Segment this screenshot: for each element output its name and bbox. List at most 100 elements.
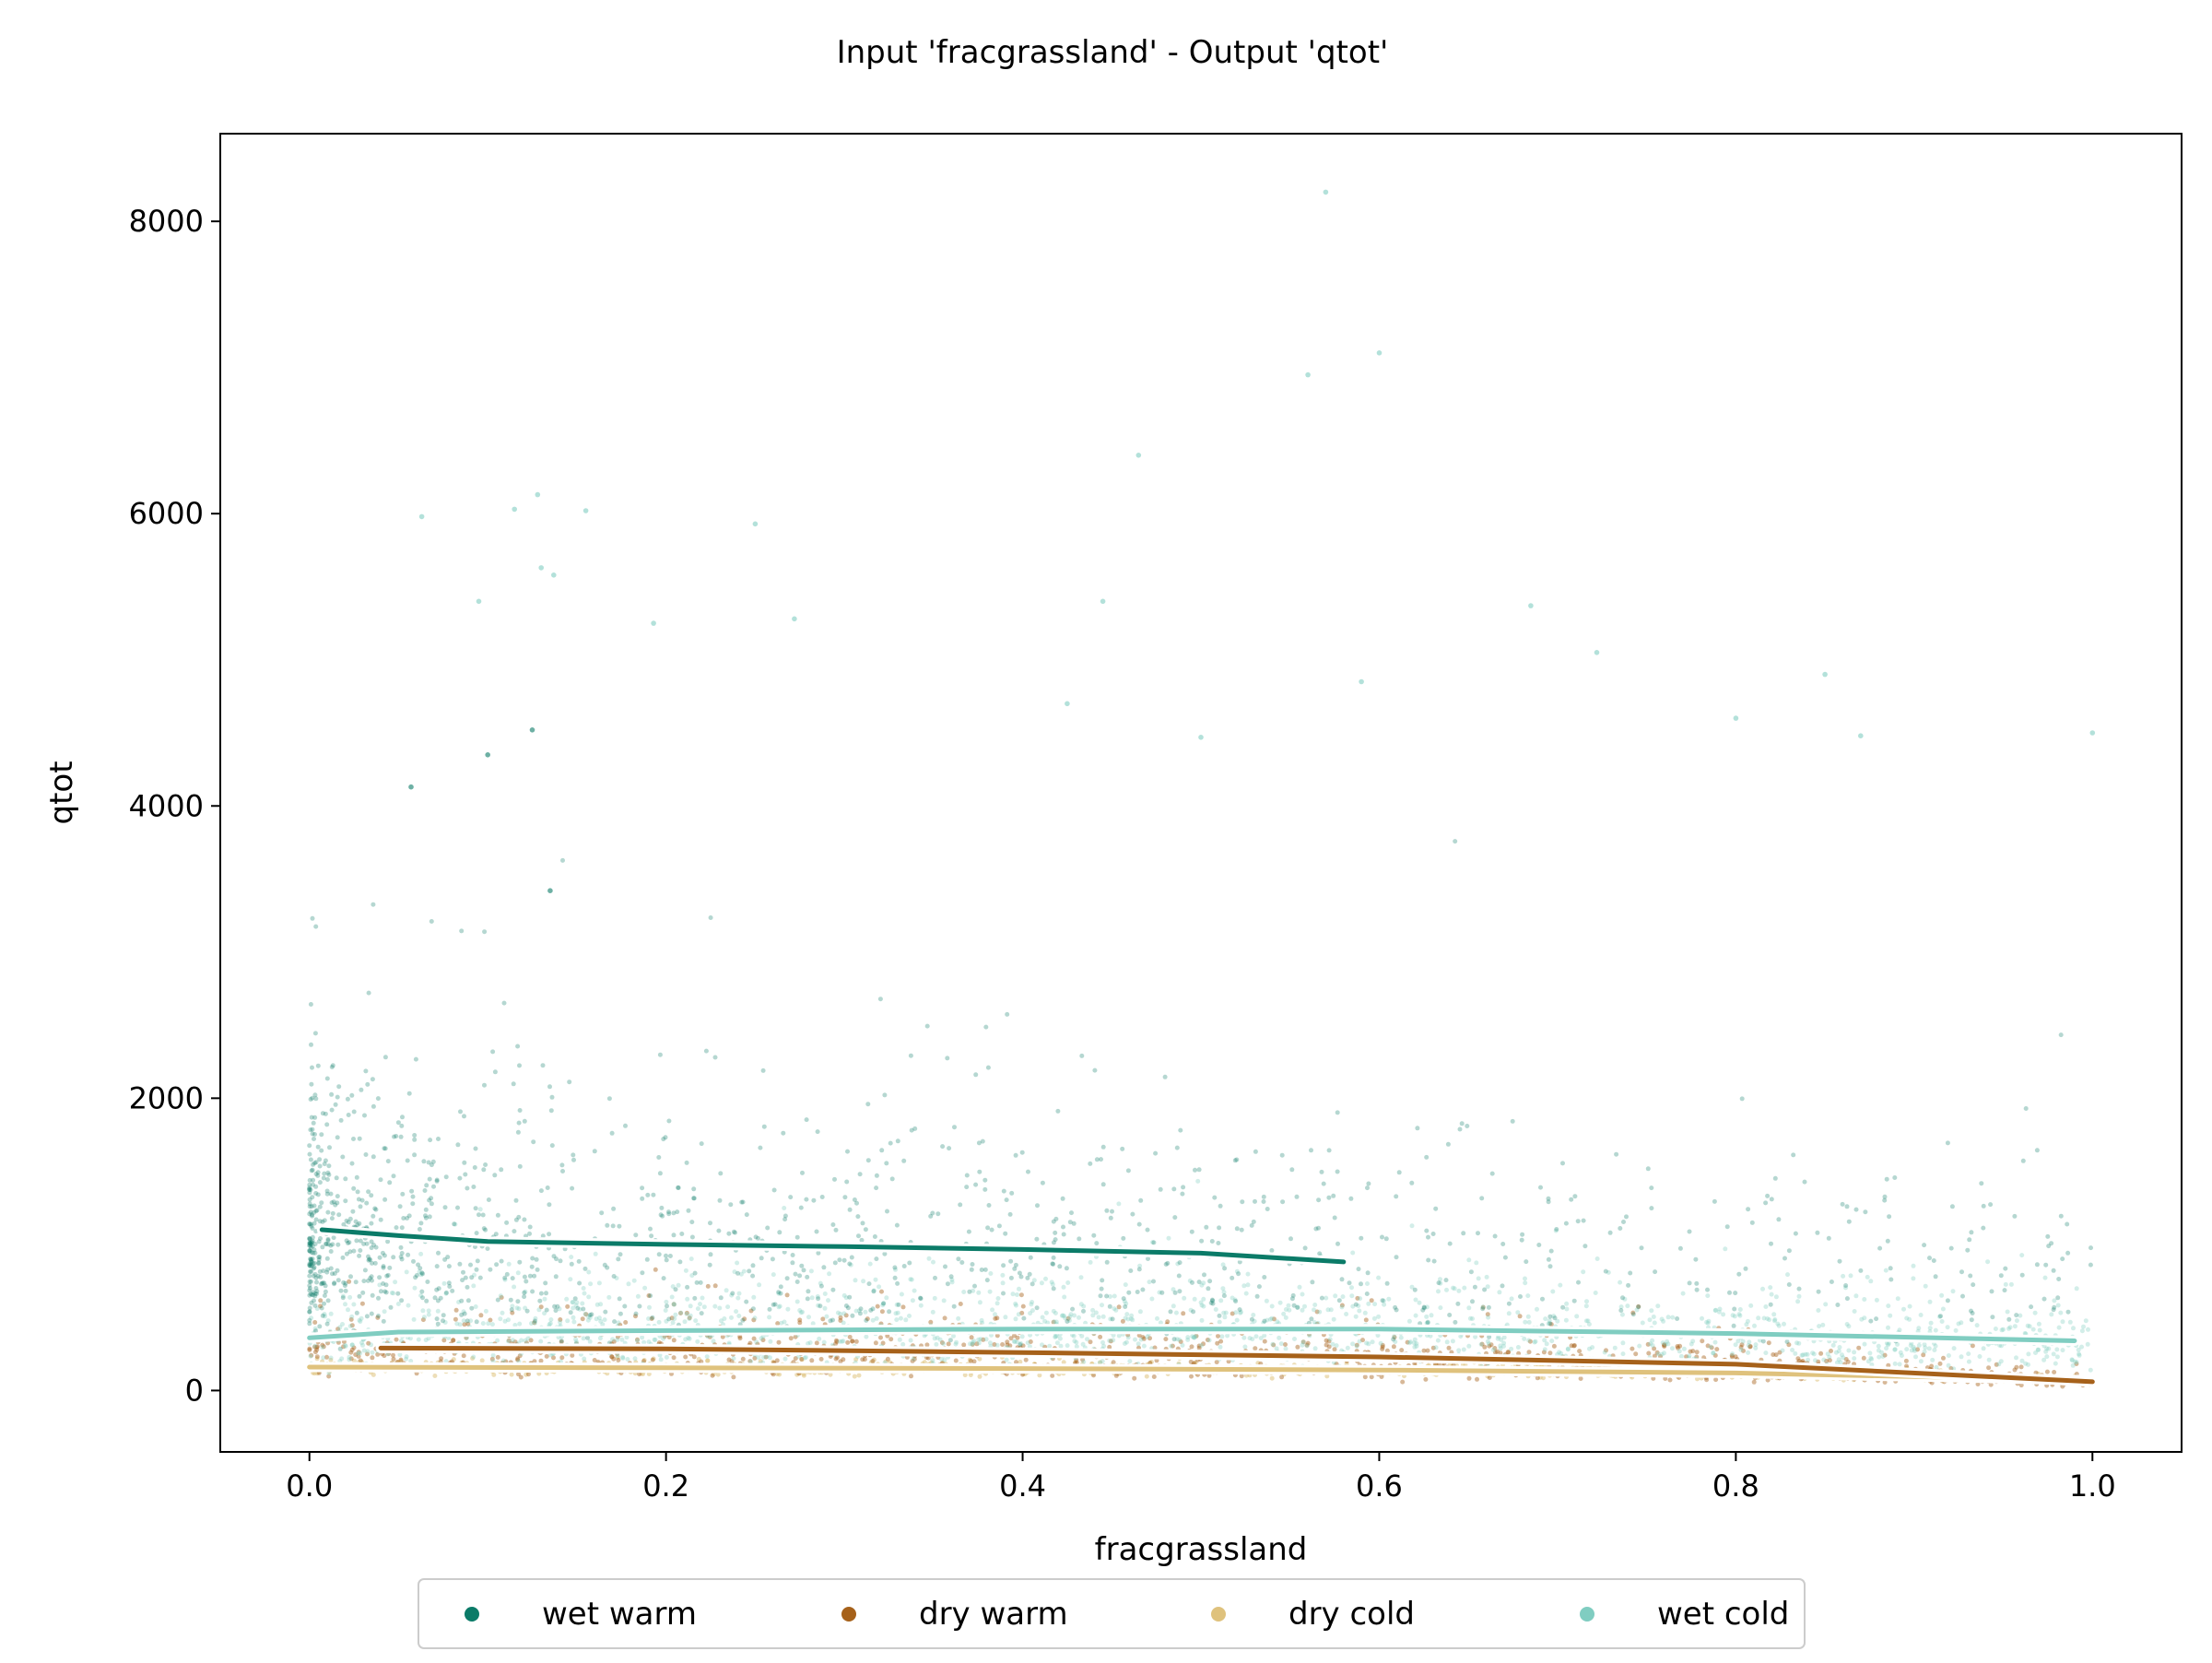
outlier-point [792, 616, 797, 622]
scatter-point [843, 1303, 849, 1308]
scatter-point [701, 1304, 707, 1310]
scatter-point [1939, 1319, 1945, 1324]
scatter-point [2051, 1268, 2056, 1273]
scatter-point [406, 1303, 411, 1308]
scatter-point [1484, 1274, 1489, 1280]
scatter-point [307, 1261, 312, 1267]
scatter-point [1424, 1228, 1430, 1233]
scatter-point [1130, 1317, 1135, 1323]
scatter-point [434, 1178, 440, 1184]
scatter-point [1189, 1229, 1194, 1234]
scatter-point [1383, 1236, 1389, 1242]
scatter-point [1001, 1188, 1006, 1194]
scatter-point [1927, 1299, 1933, 1304]
scatter-point [1353, 1302, 1359, 1307]
scatter-point [874, 1256, 879, 1262]
scatter-point [616, 1320, 621, 1326]
scatter-point [1277, 1335, 1282, 1340]
scatter-point [309, 1352, 314, 1358]
scatter-point [312, 1209, 317, 1215]
scatter-point [1941, 1355, 1946, 1361]
scatter-point [315, 1144, 321, 1150]
scatter-point [366, 1257, 371, 1263]
scatter-point [353, 1352, 359, 1357]
scatter-point [885, 1333, 890, 1339]
scatter-point [1687, 1353, 1692, 1359]
scatter-point [1050, 1281, 1055, 1287]
scatter-point [1335, 1241, 1340, 1246]
scatter-point [357, 1253, 362, 1258]
scatter-point [1489, 1171, 1495, 1176]
scatter-point [429, 1162, 434, 1168]
scatter-point [472, 1272, 477, 1278]
scatter-point [475, 1258, 480, 1264]
scatter-point [1210, 1301, 1216, 1306]
scatter-point [516, 1120, 522, 1126]
scatter-point [832, 1176, 837, 1182]
scatter-point [1233, 1310, 1239, 1315]
scatter-point [1291, 1303, 1297, 1308]
scatter-point [324, 1321, 330, 1327]
y-tick-label: 4000 [129, 788, 204, 823]
scatter-point [1172, 1215, 1178, 1221]
scatter-point [781, 1130, 786, 1136]
scatter-point [1215, 1340, 1220, 1346]
scatter-point [1378, 1340, 1383, 1346]
scatter-point [1443, 1278, 1449, 1283]
scatter-point [1034, 1236, 1040, 1242]
scatter-point [708, 1252, 713, 1257]
scatter-point [335, 1094, 340, 1100]
scatter-point [446, 1280, 452, 1286]
scatter-point [671, 1302, 677, 1307]
x-tick-label: 0.8 [1712, 1468, 1759, 1504]
scatter-point [341, 1280, 347, 1285]
scatter-point [1445, 1141, 1451, 1147]
scatter-point [1501, 1340, 1507, 1346]
scatter-point [1232, 1158, 1238, 1163]
scatter-point [1283, 1315, 1288, 1320]
scatter-point [1523, 1276, 1527, 1281]
scatter-point [412, 1133, 418, 1138]
scatter-point [659, 1205, 665, 1210]
scatter-point [1584, 1299, 1589, 1304]
scatter-point [2046, 1346, 2052, 1351]
scatter-point [870, 1359, 876, 1363]
scatter-point [653, 1267, 658, 1272]
scatter-point [1758, 1338, 1762, 1343]
scatter-point [1466, 1257, 1472, 1263]
scatter-point [480, 1321, 486, 1327]
scatter-point [1151, 1279, 1156, 1284]
chart-title: Input 'fracgrassland' - Output 'qtot' [837, 34, 1389, 71]
scatter-point [610, 1337, 616, 1342]
scatter-point [806, 1315, 811, 1320]
scatter-point [307, 1185, 312, 1191]
scatter-point [624, 1335, 629, 1340]
scatter-point [420, 1271, 425, 1277]
scatter-point [744, 1299, 749, 1304]
scatter-point [319, 1148, 324, 1153]
scatter-point [1192, 1296, 1197, 1302]
scatter-point [977, 1300, 982, 1305]
scatter-point [522, 1118, 527, 1124]
scatter-point [585, 1335, 590, 1340]
scatter-point [1123, 1304, 1128, 1309]
scatter-point [1833, 1350, 1839, 1355]
scatter-point [1999, 1343, 2004, 1349]
scatter-point [959, 1260, 965, 1265]
scatter-point [582, 1356, 587, 1362]
scatter-point [564, 1296, 570, 1302]
scatter-point [585, 1317, 591, 1323]
scatter-point [683, 1337, 688, 1342]
scatter-point [1782, 1321, 1786, 1327]
scatter-point [818, 1356, 824, 1362]
scatter-point [860, 1221, 865, 1226]
scatter-point [1365, 1270, 1371, 1276]
scatter-point [815, 1129, 820, 1135]
scatter-point [450, 1288, 455, 1293]
scatter-point [2051, 1307, 2056, 1313]
scatter-point [1196, 1167, 1202, 1173]
scatter-point [1396, 1170, 1402, 1175]
scatter-point [635, 1337, 640, 1342]
scatter-point [1498, 1350, 1503, 1356]
scatter-point [1456, 1288, 1462, 1293]
